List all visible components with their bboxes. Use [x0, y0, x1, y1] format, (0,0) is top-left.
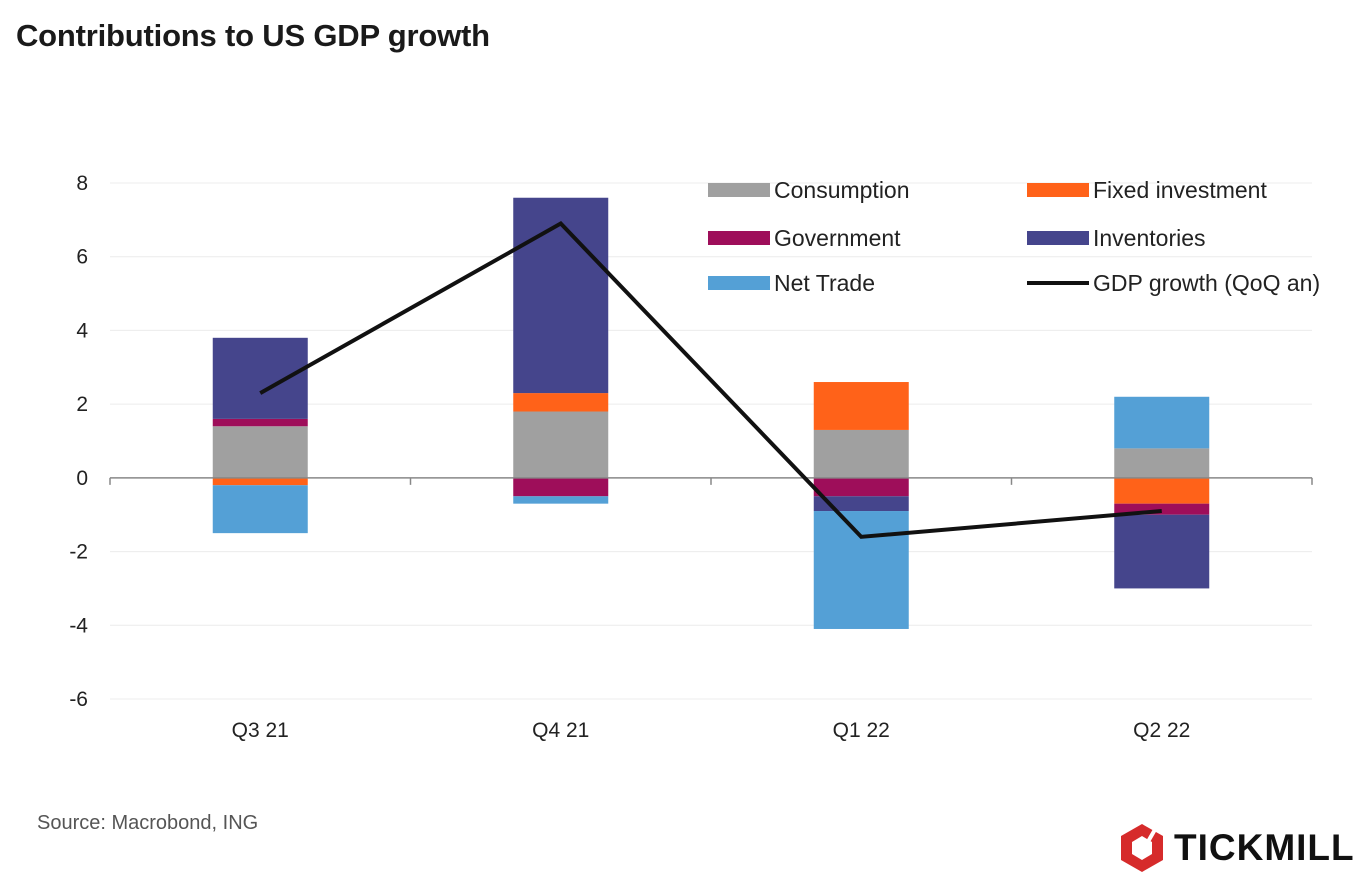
bar-inventories-q1-22 — [813, 496, 909, 512]
tickmill-logo-text: TICKMILL — [1174, 827, 1355, 868]
bar-inventories-q4-21 — [513, 197, 609, 394]
bar-consumption-q1-22 — [813, 429, 909, 478]
legend-swatch-government — [708, 231, 770, 245]
bar-fixed-investment-q4-21 — [513, 393, 609, 412]
x-tick-label: Q3 21 — [232, 719, 289, 742]
y-tick-label: 6 — [76, 246, 88, 269]
bar-fixed-investment-q2-22 — [1114, 477, 1210, 504]
legend-label-gdp-growth-qoq-an: GDP growth (QoQ an) — [1093, 270, 1320, 296]
bar-consumption-q4-21 — [513, 411, 609, 478]
y-tick-label: -6 — [69, 688, 88, 711]
y-tick-label: -2 — [69, 541, 88, 564]
x-tick-label: Q4 21 — [532, 719, 589, 742]
bar-net-trade-q3-21 — [212, 485, 308, 534]
y-tick-label: -4 — [69, 614, 88, 637]
gdp-growth-line — [259, 221, 1162, 539]
bar-government-q1-22 — [813, 477, 909, 497]
legend-swatch-fixed-investment — [1027, 183, 1089, 197]
legend-swatch-net-trade — [708, 276, 770, 290]
legend-label-net-trade: Net Trade — [774, 270, 875, 296]
bar-net-trade-q4-21 — [513, 496, 609, 504]
legend-label-fixed-investment: Fixed investment — [1093, 177, 1267, 203]
x-tick-label: Q1 22 — [833, 719, 890, 742]
legend-label-inventories: Inventories — [1093, 225, 1206, 251]
y-tick-label: 2 — [76, 393, 88, 416]
y-tick-label: 8 — [76, 172, 88, 195]
bar-fixed-investment-q3-21 — [212, 477, 308, 486]
bar-net-trade-q2-22 — [1114, 396, 1210, 449]
tickmill-logo: TICKMILL — [1118, 822, 1355, 874]
bar-government-q2-22 — [1114, 503, 1210, 515]
bar-inventories-q3-21 — [212, 337, 308, 419]
source-note: Source: Macrobond, ING — [37, 812, 259, 834]
y-tick-label: 4 — [76, 319, 88, 342]
bar-consumption-q2-22 — [1114, 448, 1210, 478]
chart-title: Contributions to US GDP growth — [16, 18, 490, 53]
legend-swatch-consumption — [708, 183, 770, 197]
bar-net-trade-q1-22 — [813, 511, 909, 629]
legend-label-consumption: Consumption — [774, 177, 910, 203]
bar-government-q4-21 — [513, 477, 609, 497]
y-tick-label: 0 — [76, 467, 88, 490]
x-tick-label: Q2 22 — [1133, 719, 1190, 742]
tickmill-logo-icon — [1121, 824, 1163, 872]
bar-fixed-investment-q1-22 — [813, 382, 909, 430]
bar-government-q3-21 — [212, 418, 308, 427]
bar-inventories-q2-22 — [1114, 514, 1210, 589]
legend-label-government: Government — [774, 225, 901, 251]
chart-area: 8 6 4 2 0 -2 -4 -6 Q3 21 Q4 21 Q1 22 Q2 22 Consump… — [69, 172, 1320, 742]
bar-consumption-q3-21 — [212, 426, 308, 478]
legend-swatch-inventories — [1027, 231, 1089, 245]
